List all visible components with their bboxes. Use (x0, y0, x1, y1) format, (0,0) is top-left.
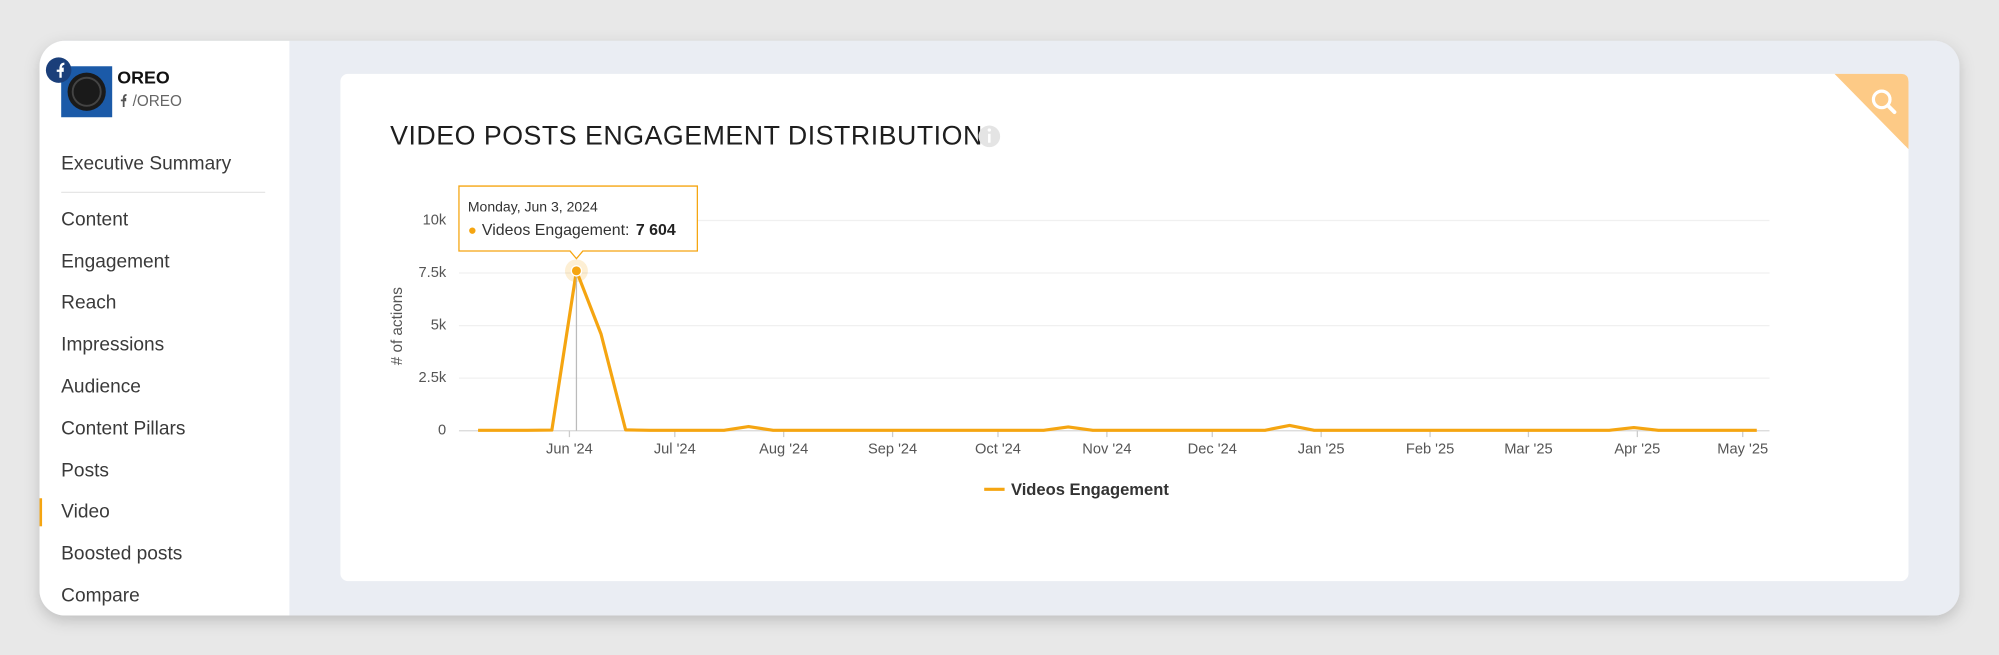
menu-item[interactable]: Audience (61, 376, 141, 397)
x-tick-label: Feb '25 (1406, 442, 1454, 458)
x-tick-label: Oct '24 (975, 442, 1021, 458)
plot-area: 0 2.5k 5k 7.5k 10k Jun '24 Jul '24 Aug '24 Sep '… (419, 185, 1770, 499)
sidebar (39, 40, 290, 616)
x-tick-label: Jul '24 (654, 442, 696, 458)
active-marker (39, 498, 43, 527)
menu-item[interactable]: Engagement (61, 252, 170, 273)
y-tick-label: 10k (423, 212, 447, 228)
x-tick-label: Apr '25 (1614, 442, 1660, 458)
chart-title: VIDEO POSTS ENGAGEMENT DISTRIBUTION (390, 121, 983, 151)
search-icon-handle (1886, 103, 1897, 115)
menu-item[interactable]: Boosted posts (61, 543, 182, 564)
menu-item[interactable]: Content (61, 210, 129, 231)
info-icon-glyph (988, 133, 991, 143)
x-tick-label: May '25 (1717, 442, 1768, 458)
menu-item[interactable]: Content Pillars (61, 418, 185, 439)
menu-item[interactable]: Reach (61, 292, 116, 313)
brand-handle: /OREO (133, 93, 182, 110)
tooltip-date: Monday, Jun 3, 2024 (468, 198, 598, 214)
tooltip-value: 7 604 (636, 222, 676, 239)
x-tick-label: Nov '24 (1082, 442, 1131, 458)
tooltip-dot (469, 227, 476, 234)
x-tick-label: Aug '24 (759, 442, 808, 458)
y-tick-label: 0 (438, 423, 446, 439)
logo-ring (71, 76, 102, 107)
y-tick-label: 7.5k (419, 265, 447, 281)
y-tick-label: 2.5k (419, 370, 447, 386)
menu-item[interactable]: Compare (61, 585, 140, 606)
menu-item[interactable]: Executive Summary (61, 153, 231, 174)
y-axis-title: # of actions (389, 287, 406, 365)
search-icon[interactable] (1871, 89, 1892, 110)
x-tick-label: Jan '25 (1298, 442, 1345, 458)
brand-name: OREO (117, 68, 170, 88)
y-tick-label: 5k (431, 317, 447, 333)
facebook-small-icon (120, 94, 127, 108)
x-tick-label: Mar '25 (1504, 442, 1552, 458)
search-corner[interactable] (1834, 73, 1909, 150)
tooltip-box (458, 185, 698, 260)
x-tick-label: Sep '24 (868, 442, 917, 458)
menu-item[interactable]: Posts (61, 461, 109, 482)
menu-item[interactable]: Impressions (61, 334, 164, 355)
facebook-icon (56, 62, 65, 78)
legend-label[interactable]: Videos Engagement (1011, 480, 1169, 499)
menu: Executive Summary Content Engagement Reach I… (39, 153, 232, 606)
x-tick-label: Jun '24 (546, 442, 593, 458)
x-tick-label: Dec '24 (1188, 442, 1237, 458)
tooltip-label: Videos Engagement: (482, 222, 630, 239)
menu-item[interactable]: Video (61, 501, 110, 522)
chart-panel (340, 73, 1909, 582)
info-icon-dot (987, 128, 991, 132)
hover-point (570, 265, 583, 277)
data-line (478, 269, 1757, 432)
